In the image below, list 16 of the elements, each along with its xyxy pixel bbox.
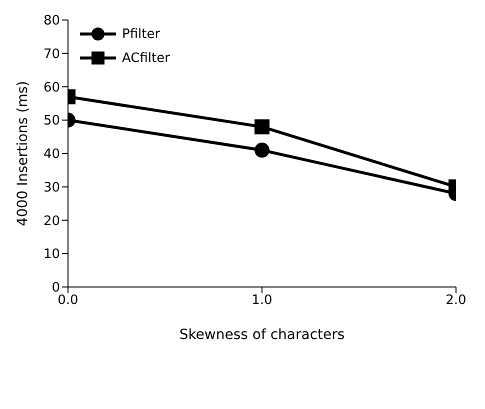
y-tick-label: 40 xyxy=(43,147,60,162)
y-axis-title: 4000 Insertions (ms) xyxy=(14,80,31,226)
y-tick-label: 20 xyxy=(43,214,60,229)
y-tick-label: 30 xyxy=(43,180,60,196)
x-axis-title: Skewness of characters xyxy=(179,327,345,343)
legend-label: Pfilter xyxy=(122,26,160,42)
y-tick-label: 80 xyxy=(43,14,60,29)
y-tick-label: 60 xyxy=(43,80,60,96)
x-tick-label: 2.0 xyxy=(446,293,466,308)
x-tick-label: 1.0 xyxy=(252,293,272,308)
legend-label: ACfilter xyxy=(122,50,170,66)
y-tick-label: 50 xyxy=(43,114,60,129)
y-tick-label: 10 xyxy=(43,247,60,262)
x-tick-label: 0.0 xyxy=(58,293,78,308)
y-tick-label: 0 xyxy=(52,280,60,296)
y-tick-label: 70 xyxy=(43,46,60,62)
